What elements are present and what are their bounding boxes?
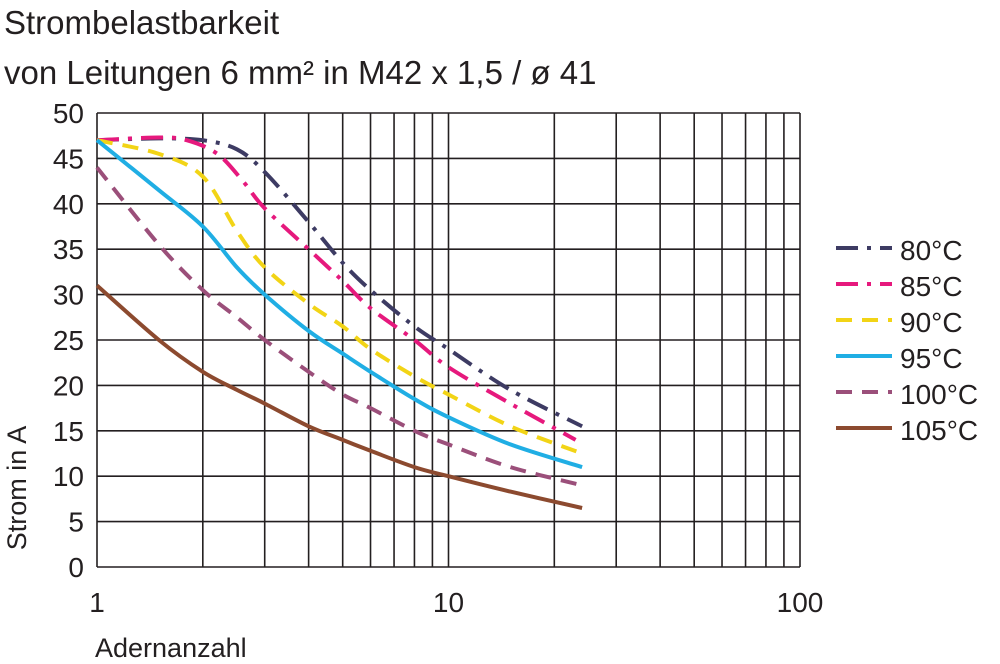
legend-label: 90°C bbox=[900, 307, 963, 338]
y-tick-label: 15 bbox=[53, 416, 84, 447]
legend-label: 105°C bbox=[900, 415, 978, 446]
y-tick-label: 35 bbox=[53, 234, 84, 265]
y-tick-label: 50 bbox=[53, 98, 84, 129]
series-line-90c bbox=[96, 138, 583, 456]
series-line-95c bbox=[95, 138, 583, 470]
legend: 80°C 85°C 90°C 95°C 100°C 105°C bbox=[836, 235, 978, 446]
y-tick-label: 20 bbox=[53, 370, 84, 401]
legend-label: 85°C bbox=[900, 271, 963, 302]
chart-title-line-2: von Leitungen 6 mm² in M42 x 1,5 / ø 41 bbox=[4, 54, 597, 91]
x-tick-label: 100 bbox=[777, 587, 824, 618]
y-tick-label: 40 bbox=[53, 189, 84, 220]
tick-labels: 0 5 10 15 20 25 30 35 40 45 50 1 10 100 bbox=[53, 98, 824, 618]
y-tick-label: 30 bbox=[53, 280, 84, 311]
series-line-105c bbox=[95, 284, 583, 510]
grid bbox=[96, 112, 801, 568]
chart-title-line-1: Strombelastbarkeit bbox=[4, 4, 280, 41]
y-tick-label: 45 bbox=[53, 143, 84, 174]
x-tick-label: 10 bbox=[433, 587, 464, 618]
legend-label: 100°C bbox=[900, 379, 978, 410]
series-line-80c bbox=[96, 136, 584, 429]
series-line-85c bbox=[96, 135, 577, 442]
y-tick-label: 25 bbox=[53, 325, 84, 356]
y-tick-label: 5 bbox=[68, 507, 84, 538]
x-tick-label: 1 bbox=[89, 587, 105, 618]
y-tick-label: 0 bbox=[68, 552, 84, 583]
y-axis-label: Strom in A bbox=[2, 426, 32, 551]
x-axis-label: Adernanzahl bbox=[95, 633, 247, 663]
legend-label: 80°C bbox=[900, 235, 963, 266]
legend-label: 95°C bbox=[900, 343, 963, 374]
series-lines bbox=[95, 135, 584, 510]
y-tick-label: 10 bbox=[53, 461, 84, 492]
series-line-100c bbox=[95, 166, 583, 488]
